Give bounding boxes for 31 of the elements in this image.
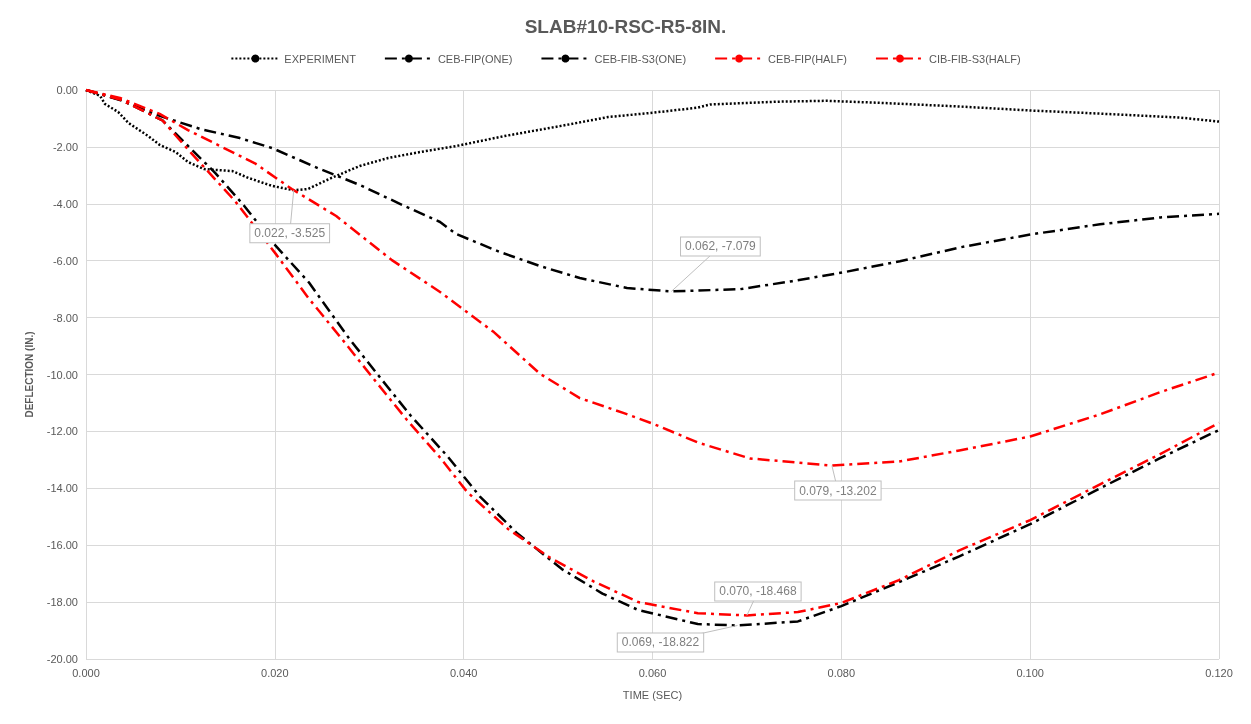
y-tick-label: -14.00 bbox=[46, 482, 78, 495]
x-tick-label: 0.120 bbox=[1205, 666, 1233, 679]
annotation: 0.069, -18.822 bbox=[621, 635, 700, 650]
y-tick-label: -6.00 bbox=[52, 254, 78, 267]
x-tick-label: 0.000 bbox=[72, 666, 100, 679]
annotation: 0.070, -18.468 bbox=[719, 584, 797, 599]
x-tick-label: 0.040 bbox=[449, 666, 478, 679]
y-tick-label: -16.00 bbox=[46, 539, 78, 552]
legend-label: CEB-FIP(HALF) bbox=[768, 52, 847, 65]
y-tick-label: -20.00 bbox=[46, 653, 78, 665]
x-tick-label: 0.100 bbox=[1016, 666, 1044, 679]
y-tick-label: -10.00 bbox=[46, 368, 78, 381]
y-axis-title: DEFLECTION (IN.) bbox=[23, 331, 35, 418]
annotation: 0.022, -3.525 bbox=[254, 226, 326, 241]
legend-label: EXPERIMENT bbox=[284, 52, 357, 65]
x-tick-label: 0.060 bbox=[638, 666, 667, 679]
legend-label: CEB-FIB-S3(ONE) bbox=[594, 52, 687, 65]
x-tick-label: 0.080 bbox=[827, 666, 856, 679]
y-tick-label: -4.00 bbox=[52, 197, 78, 210]
x-tick-label: 0.020 bbox=[261, 666, 289, 679]
x-axis-title: TIME (SEC) bbox=[622, 688, 683, 701]
annotation: 0.079, -13.202 bbox=[799, 483, 877, 498]
y-tick-label: -2.00 bbox=[52, 140, 78, 153]
annotation: 0.062, -7.079 bbox=[685, 239, 757, 254]
y-tick-label: -18.00 bbox=[46, 596, 78, 609]
chart-title: SLAB#10-RSC-R5-8IN. bbox=[524, 16, 727, 37]
y-tick-label: -12.00 bbox=[46, 425, 78, 438]
legend-label: CEB-FIP(ONE) bbox=[437, 52, 513, 65]
y-tick-label: -8.00 bbox=[52, 311, 78, 324]
legend-label: CIB-FIB-S3(HALF) bbox=[928, 52, 1021, 65]
y-tick-label: 0.00 bbox=[56, 84, 78, 96]
